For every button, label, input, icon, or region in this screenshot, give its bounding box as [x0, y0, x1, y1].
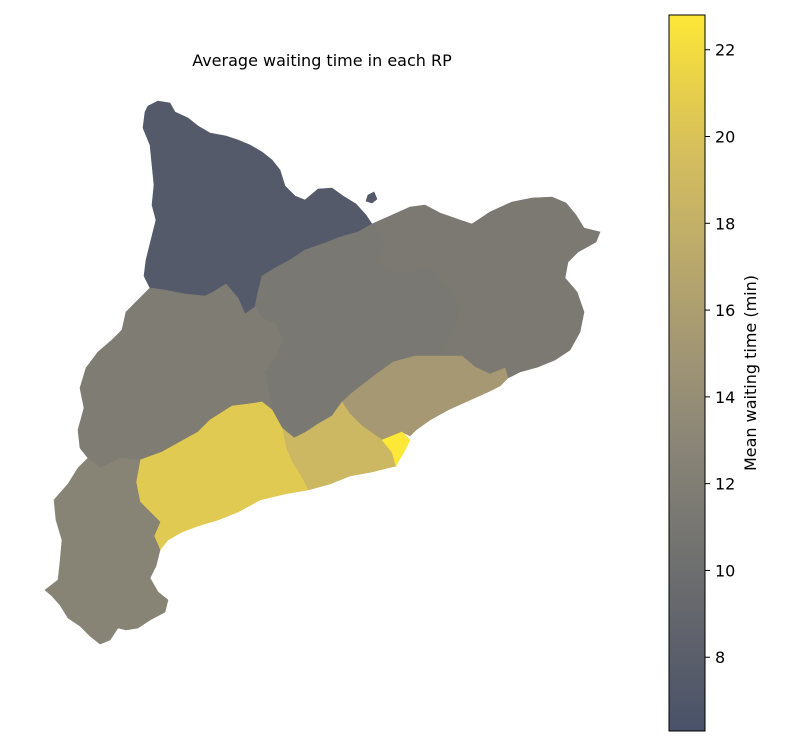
colorbar-ticks: 8 10 12 14 16 18 20 22: [705, 41, 735, 667]
colorbar-tick-label: 14: [715, 388, 735, 407]
region-city[interactable]: [381, 431, 411, 467]
region-islet: [365, 191, 378, 204]
colorbar-tick-label: 8: [715, 648, 725, 667]
colorbar-tick-label: 16: [715, 301, 735, 320]
colorbar-tick-label: 18: [715, 214, 735, 233]
colorbar-tick-label: 22: [715, 41, 735, 60]
colorbar-tick-label: 20: [715, 128, 735, 147]
colorbar-label: Mean waiting time (min): [741, 275, 760, 471]
region-southwest[interactable]: [44, 457, 169, 645]
map: [44, 100, 601, 645]
colorbar-tick-label: 10: [715, 561, 735, 580]
colorbar: 8 10 12 14 16 18 20 22 Mean waiting time (min): [668, 14, 760, 732]
colorbar-tick-label: 12: [715, 475, 735, 494]
colorbar-gradient: [668, 14, 706, 732]
region-northeast[interactable]: [371, 196, 601, 379]
map-title: Average waiting time in each RP: [192, 51, 452, 70]
